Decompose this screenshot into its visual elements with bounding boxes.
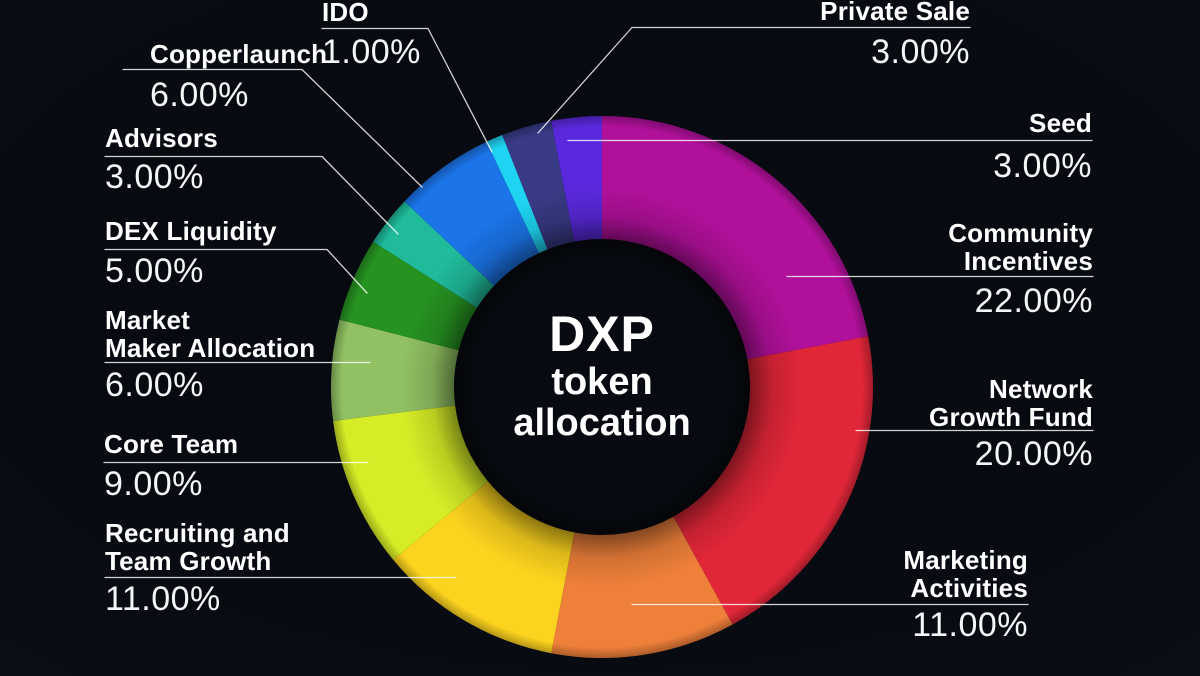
label-advisors: Advisors: [105, 124, 218, 152]
chart-title-line-3: allocation: [513, 402, 691, 444]
label-seed-text: Seed: [1029, 108, 1092, 138]
leader-lines: [103, 26, 1094, 606]
value-recruiting-and-team-growth: 11.00%: [105, 580, 221, 618]
label-core-team: Core Team: [104, 430, 238, 458]
leader-line-private-sale: [537, 26, 971, 134]
donut-inner-shadow: [331, 116, 873, 658]
value-private-sale: 3.00%: [871, 33, 970, 71]
chart-title-line-2: token: [551, 361, 653, 403]
label-community-incentives-line1: Community: [948, 218, 1093, 248]
label-ido: IDO: [322, 0, 369, 26]
label-market-maker-allocation: Market Maker Allocation: [105, 306, 315, 362]
label-private-sale-text: Private Sale: [820, 0, 970, 26]
value-advisors: 3.00%: [105, 158, 204, 196]
label-seed: Seed: [1029, 109, 1092, 137]
label-private-sale: Private Sale: [820, 0, 970, 25]
value-marketing-activities: 11.00%: [912, 606, 1028, 644]
value-seed: 3.00%: [993, 147, 1092, 185]
leader-line-advisors: [104, 155, 399, 235]
value-market-maker-allocation: 6.00%: [105, 366, 204, 404]
value-ido: 1.00%: [322, 33, 421, 71]
label-copperlaunch: Copperlaunch: [150, 40, 327, 68]
label-marketing-line1: Marketing: [903, 545, 1028, 575]
label-dex-liquidity: DEX Liquidity: [105, 217, 277, 245]
label-community-incentives: Community Incentives: [948, 219, 1093, 275]
label-recruiting-line1: Recruiting and: [105, 518, 290, 548]
label-market-maker-line2: Maker Allocation: [105, 333, 316, 363]
leader-line-dex-liquidity: [104, 248, 368, 294]
label-ido-text: IDO: [322, 0, 369, 27]
label-core-team-text: Core Team: [104, 429, 239, 459]
label-recruiting-line2: Team Growth: [105, 546, 272, 576]
label-copperlaunch-text: Copperlaunch: [150, 39, 328, 69]
chart-title: DXP token allocation: [402, 306, 802, 444]
label-network-growth-fund-line2: Growth Fund: [929, 402, 1093, 432]
label-marketing-activities: Marketing Activities: [903, 546, 1028, 602]
leader-line-copperlaunch: [122, 68, 423, 188]
value-copperlaunch: 6.00%: [150, 76, 249, 114]
label-dex-liquidity-text: DEX Liquidity: [105, 216, 277, 246]
label-market-maker-line1: Market: [105, 305, 191, 335]
label-network-growth-fund-line1: Network: [989, 374, 1093, 404]
value-dex-liquidity: 5.00%: [105, 252, 204, 290]
leader-line-ido: [321, 27, 493, 153]
label-community-incentives-line2: Incentives: [963, 246, 1093, 276]
value-core-team: 9.00%: [104, 465, 203, 503]
value-community-incentives: 22.00%: [974, 282, 1093, 320]
label-recruiting-and-team-growth: Recruiting and Team Growth: [105, 519, 290, 575]
chart-title-line-1: DXP: [549, 306, 655, 362]
label-advisors-text: Advisors: [105, 123, 218, 153]
value-network-growth-fund: 20.00%: [974, 435, 1093, 473]
label-network-growth-fund: Network Growth Fund: [929, 375, 1093, 431]
label-marketing-line2: Activities: [910, 573, 1028, 603]
